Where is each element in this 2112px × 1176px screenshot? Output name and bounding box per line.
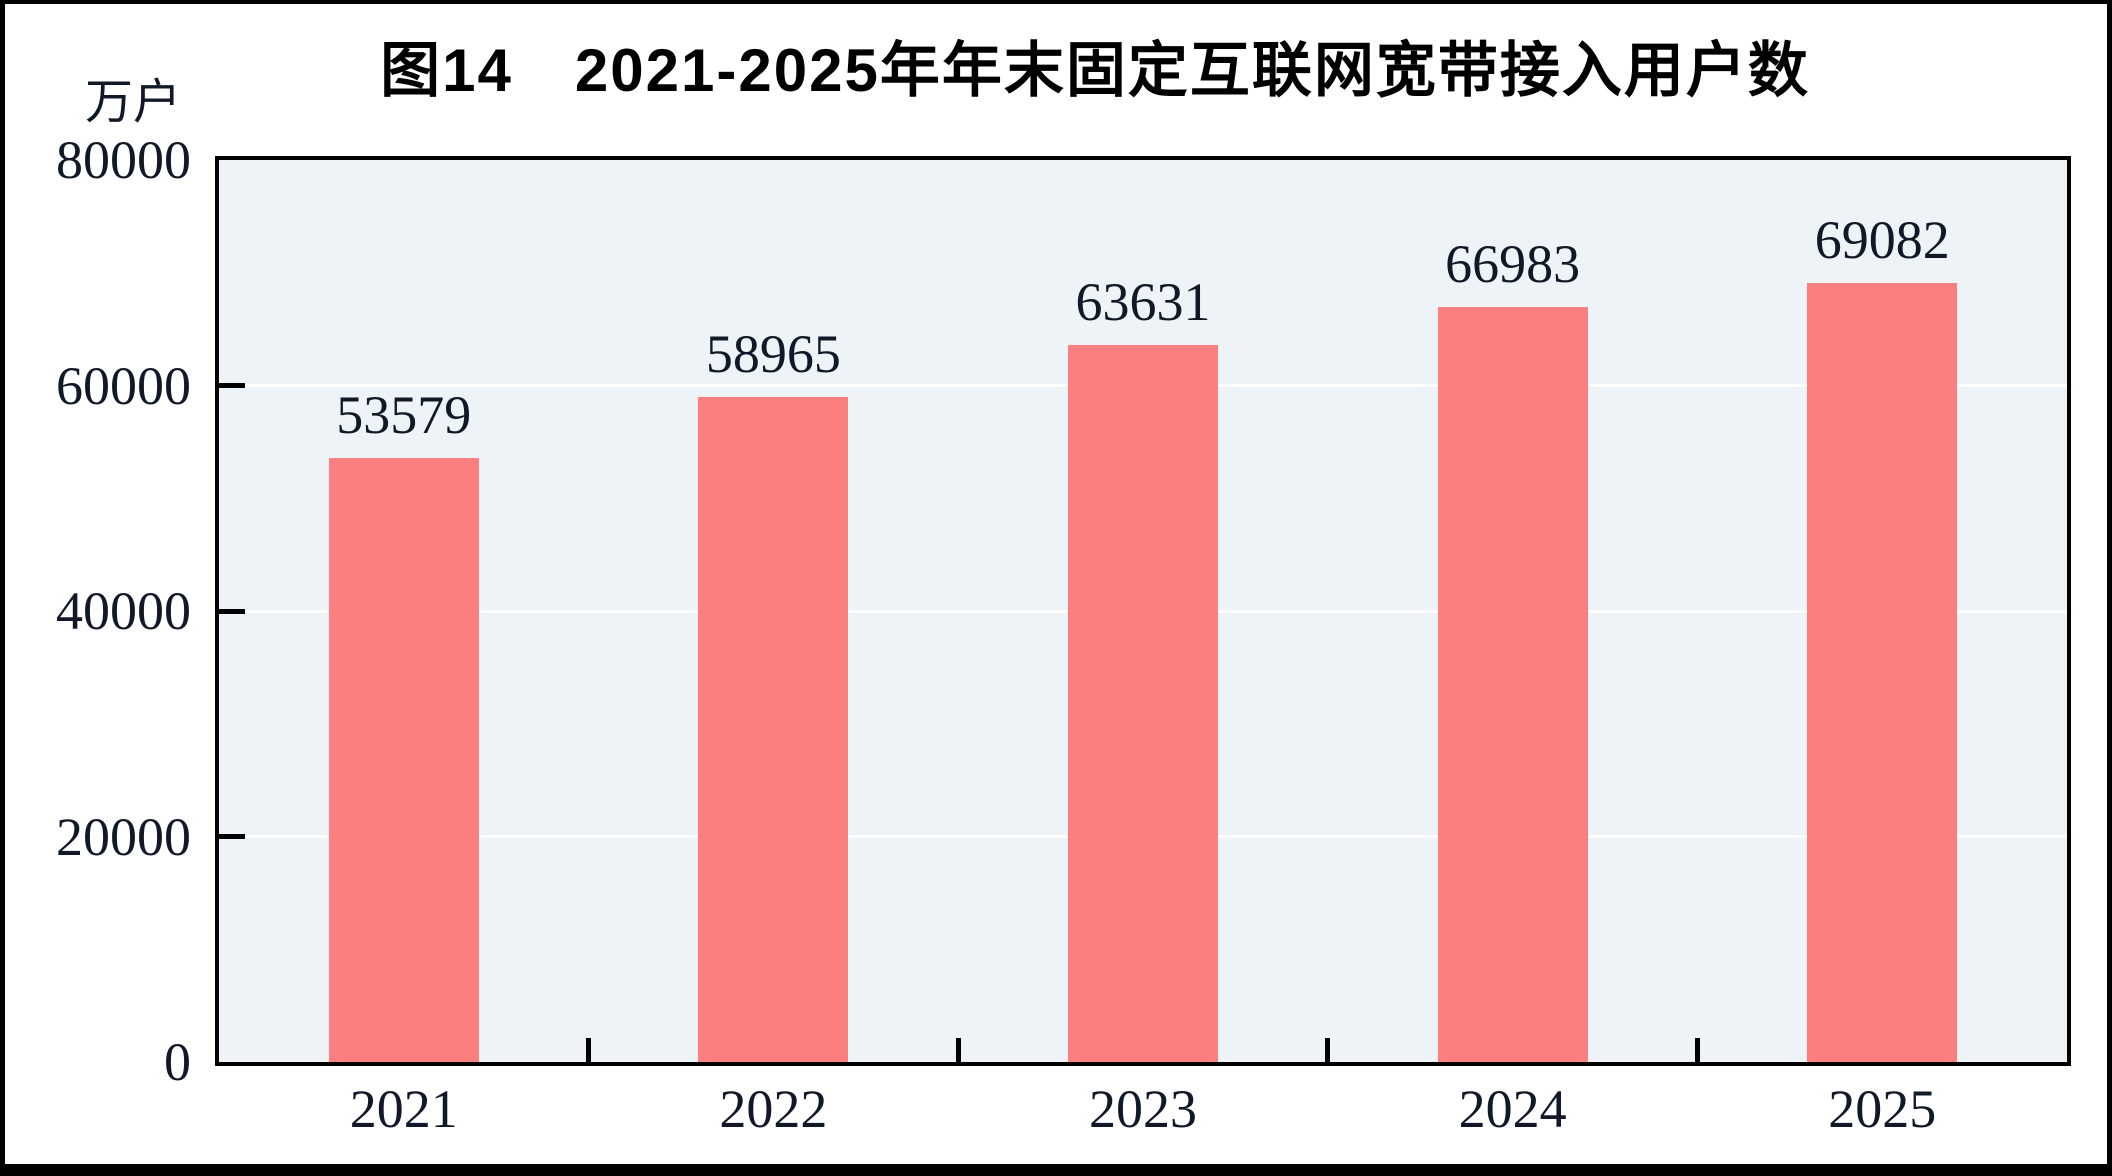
plot-area xyxy=(215,156,2071,1066)
x-axis-tick-label: 2023 xyxy=(1089,1079,1197,1139)
bar xyxy=(328,457,479,1062)
y-axis-tick-label: 20000 xyxy=(56,806,191,867)
bar-value-label: 66983 xyxy=(1445,233,1581,294)
bar xyxy=(1807,283,1958,1062)
y-axis-tick xyxy=(219,834,245,839)
bar xyxy=(698,397,849,1062)
x-axis-tick-label: 2021 xyxy=(349,1079,458,1139)
x-axis-tick xyxy=(586,1038,592,1062)
x-axis-tick xyxy=(1694,1038,1700,1062)
bar-value-label: 58965 xyxy=(705,324,841,385)
x-axis-tick xyxy=(1325,1038,1331,1062)
y-axis-tick-label: 60000 xyxy=(56,355,191,416)
bar-value-label: 69082 xyxy=(1814,210,1950,271)
y-axis-tick xyxy=(219,383,245,388)
bar-value-label: 63631 xyxy=(1075,271,1211,332)
y-axis-unit-label: 万户 xyxy=(84,76,181,129)
bar xyxy=(1437,306,1588,1062)
x-axis-tick xyxy=(955,1038,961,1062)
x-axis-tick-label: 2025 xyxy=(1828,1079,1937,1139)
chart-title: 图14 2021-2025年年末固定互联网宽带接入用户数 xyxy=(380,37,1810,104)
bar-value-label: 53579 xyxy=(336,384,472,445)
y-axis-tick-label: 0 xyxy=(164,1032,191,1092)
y-axis-tick xyxy=(219,608,245,614)
y-axis-tick-label: 40000 xyxy=(56,581,191,641)
x-axis-tick-label: 2024 xyxy=(1458,1079,1567,1139)
y-axis-tick-label: 80000 xyxy=(56,130,191,190)
bar xyxy=(1068,344,1218,1062)
x-axis-tick-label: 2022 xyxy=(719,1079,828,1139)
